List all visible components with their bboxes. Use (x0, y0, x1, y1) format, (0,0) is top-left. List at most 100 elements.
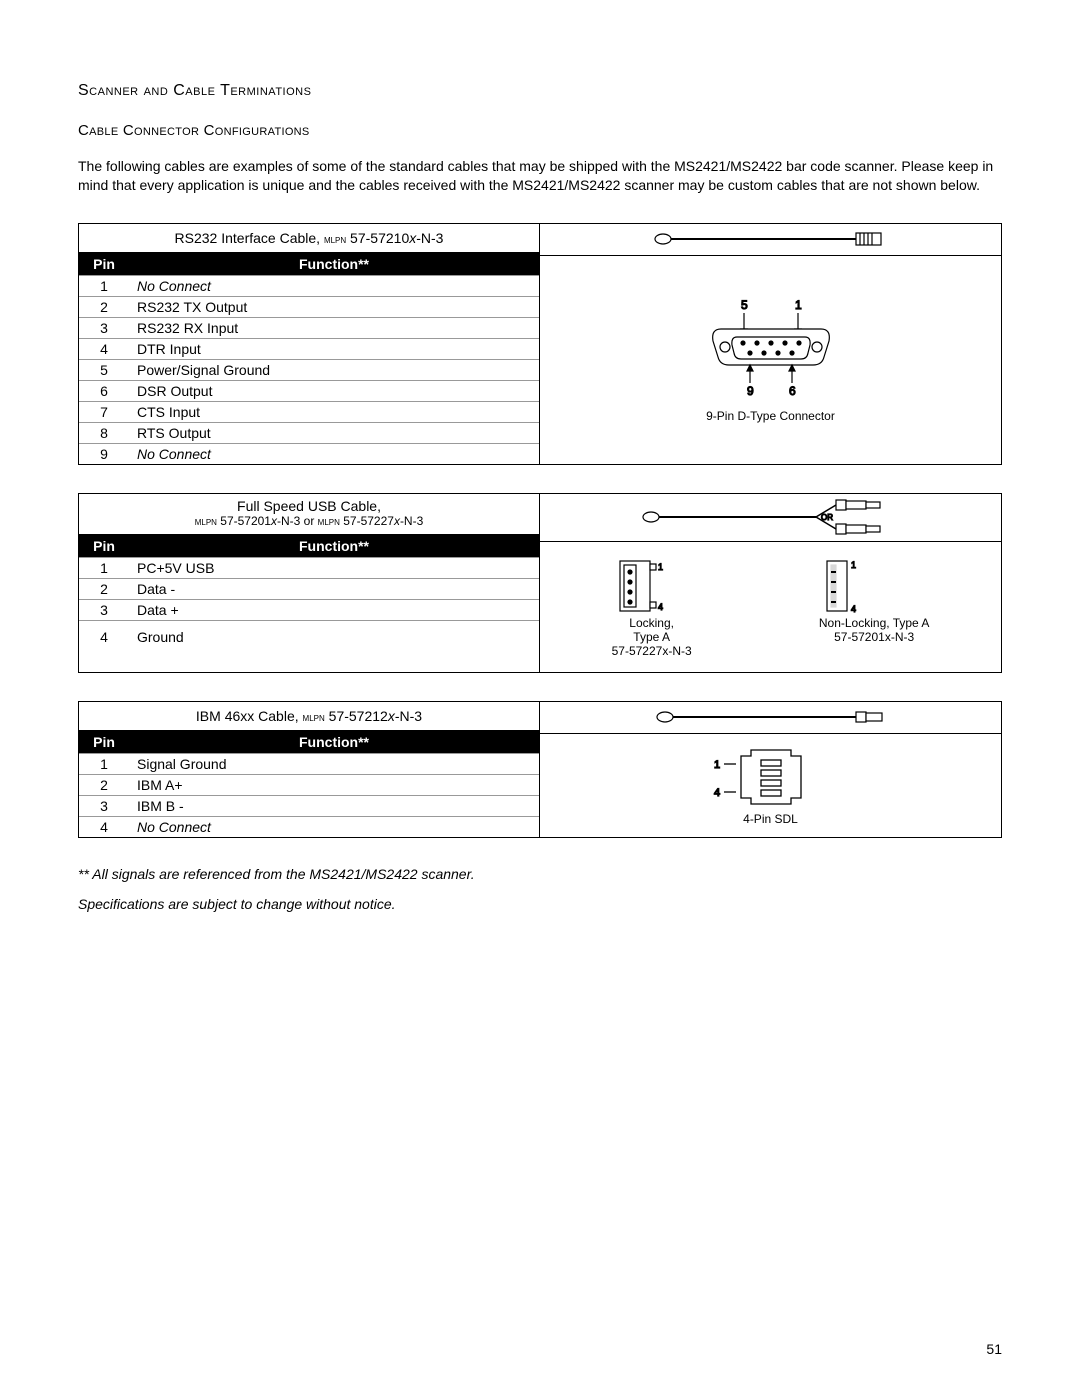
usb-connector-row: 1 4 Locking, Type A 57-57227x-N-3 (548, 550, 993, 664)
svg-text:1: 1 (714, 759, 720, 771)
pin-label-6: 6 (789, 384, 796, 398)
func-cell: No Connect (129, 275, 539, 296)
col-func-header: Function** (129, 535, 539, 558)
ibm-title-a: IBM 46xx Cable, (196, 708, 303, 724)
col-pin-header: Pin (79, 535, 129, 558)
pin-cell: 2 (79, 296, 129, 317)
table-row: 1PC+5V USB (79, 557, 539, 578)
usb-pin-table: Pin Function** 1PC+5V USB 2Data - 3Data … (79, 535, 539, 653)
page-number: 51 (986, 1341, 1002, 1357)
table-row: 8RTS Output (79, 422, 539, 443)
usb-locking-caption2: Type A (612, 630, 692, 644)
func-cell: Data - (129, 578, 539, 599)
usb-locking-column: 1 4 Locking, Type A 57-57227x-N-3 (612, 556, 692, 658)
usb-left-panel: Full Speed USB Cable, mlpn 57-57201x-N-3… (79, 494, 540, 672)
ibm-diagram-caption: 4-Pin SDL (743, 812, 798, 826)
ibm-cable-block: IBM 46xx Cable, mlpn 57-57212x-N-3 Pin F… (78, 701, 1002, 838)
usb-title-c: -N-3 or (277, 514, 318, 528)
sub-heading: Cable Connector Configurations (78, 122, 1002, 139)
table-row: 3RS232 RX Input (79, 317, 539, 338)
ibm-title-x: x (388, 708, 395, 724)
table-row: 2RS232 TX Output (79, 296, 539, 317)
ibm-cable-icon-row (540, 702, 1001, 734)
sdl-connector-icon: 1 4 (706, 742, 836, 812)
ibm-mlpn: mlpn (303, 710, 325, 724)
rs232-title-c: -N-3 (416, 230, 443, 246)
pin-cell: 1 (79, 753, 129, 774)
pin-cell: 4 (79, 620, 129, 653)
ibm-title-b: 57-57212 (325, 708, 388, 724)
func-cell: RTS Output (129, 422, 539, 443)
ibm-pin-table: Pin Function** 1Signal Ground 2IBM A+ 3I… (79, 731, 539, 837)
rs232-left-panel: RS232 Interface Cable, mlpn 57-57210x-N-… (79, 224, 540, 464)
usb-diagram-body: 1 4 Locking, Type A 57-57227x-N-3 (540, 542, 1001, 672)
usb-right-panel: OR 1 4 (540, 494, 1001, 672)
func-cell: IBM B - (129, 795, 539, 816)
svg-text:1: 1 (658, 562, 663, 572)
section-heading: Scanner and Cable Terminations (78, 82, 1002, 100)
usb-mlpn2: mlpn (318, 514, 340, 528)
pin-cell: 2 (79, 774, 129, 795)
func-cell: Power/Signal Ground (129, 359, 539, 380)
rs232-cable-block: RS232 Interface Cable, mlpn 57-57210x-N-… (78, 223, 1002, 465)
pin-cell: 2 (79, 578, 129, 599)
table-row: 9No Connect (79, 443, 539, 464)
func-cell: CTS Input (129, 401, 539, 422)
ibm-title-c: -N-3 (395, 708, 422, 724)
func-cell: DTR Input (129, 338, 539, 359)
usb-nonlocking-column: 1 4 Non-Locking, Type A 57-57201x-N-3 (819, 556, 930, 644)
func-cell: No Connect (129, 443, 539, 464)
footnote-signals: ** All signals are referenced from the M… (78, 866, 1002, 882)
rs232-diagram-body: 5 1 9 6 9-Pin D-Type Connector (540, 256, 1001, 464)
func-cell: Data + (129, 599, 539, 620)
svg-text:4: 4 (851, 604, 856, 614)
rs232-cable-icon-row (540, 224, 1001, 256)
cable-line-icon (651, 229, 891, 249)
table-row: 4Ground (79, 620, 539, 653)
col-func-header: Function** (129, 253, 539, 276)
rs232-pin-table: Pin Function** 1No Connect 2RS232 TX Out… (79, 253, 539, 464)
table-row: 7CTS Input (79, 401, 539, 422)
pin-cell: 7 (79, 401, 129, 422)
ibm-title: IBM 46xx Cable, mlpn 57-57212x-N-3 (79, 702, 539, 731)
pin-cell: 4 (79, 816, 129, 837)
usb-mlpn1: mlpn (195, 514, 217, 528)
svg-text:4: 4 (658, 602, 663, 612)
usb-cable-icon-row: OR (540, 494, 1001, 542)
rs232-mlpn: mlpn (324, 232, 346, 246)
pin-label-9: 9 (747, 384, 754, 398)
ibm-right-panel: 1 4 4-Pin SDL (540, 702, 1001, 837)
pin-label-5: 5 (741, 298, 748, 312)
pin-cell: 9 (79, 443, 129, 464)
table-row: 6DSR Output (79, 380, 539, 401)
intro-paragraph: The following cables are examples of som… (78, 157, 1002, 195)
footnote-specs: Specifications are subject to change wit… (78, 896, 1002, 912)
usb-cable-split-icon: OR (621, 497, 921, 537)
table-row: 3IBM B - (79, 795, 539, 816)
func-cell: No Connect (129, 816, 539, 837)
pin-cell: 1 (79, 275, 129, 296)
col-func-header: Function** (129, 731, 539, 754)
rs232-right-panel: 5 1 9 6 9-Pin D-Type Connector (540, 224, 1001, 464)
func-cell: PC+5V USB (129, 557, 539, 578)
func-cell: RS232 RX Input (129, 317, 539, 338)
ibm-cable-line-icon (651, 707, 891, 727)
d-type-connector-icon: 5 1 9 6 (691, 297, 851, 407)
usb-locking-caption1: Locking, (612, 616, 692, 630)
table-row: 5Power/Signal Ground (79, 359, 539, 380)
usb-title: Full Speed USB Cable, mlpn 57-57201x-N-3… (79, 494, 539, 535)
pin-cell: 5 (79, 359, 129, 380)
pin-cell: 3 (79, 795, 129, 816)
table-row: 2IBM A+ (79, 774, 539, 795)
pin-cell: 8 (79, 422, 129, 443)
func-cell: RS232 TX Output (129, 296, 539, 317)
rs232-title-b: 57-57210 (346, 230, 409, 246)
col-pin-header: Pin (79, 731, 129, 754)
usb-title-e: 57-57227 (340, 514, 394, 528)
table-row: 4DTR Input (79, 338, 539, 359)
usb-locking-connector-icon: 1 4 (612, 556, 672, 616)
pin-cell: 3 (79, 317, 129, 338)
func-cell: DSR Output (129, 380, 539, 401)
table-row: 4No Connect (79, 816, 539, 837)
table-row: 1Signal Ground (79, 753, 539, 774)
